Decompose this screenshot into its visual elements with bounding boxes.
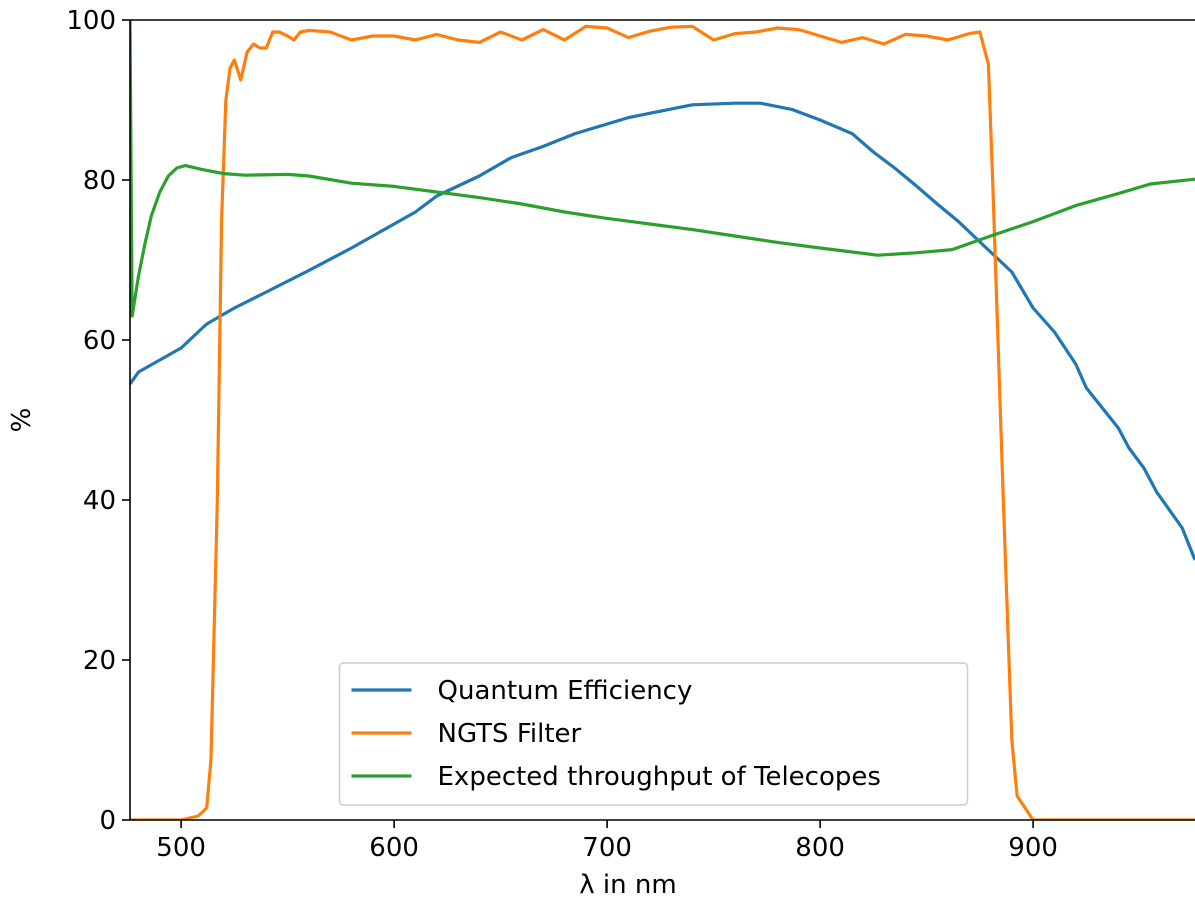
y-tick-label: 100 — [66, 6, 116, 36]
x-tick-label: 500 — [156, 833, 206, 863]
series-line — [130, 20, 1195, 318]
plot-area — [130, 20, 1195, 820]
x-tick-label: 600 — [369, 833, 419, 863]
legend-box — [338, 662, 969, 806]
y-tick-label: 20 — [83, 646, 116, 676]
legend-label: Expected throughput of Telecopes — [438, 762, 881, 792]
x-tick-label: 700 — [582, 833, 632, 863]
legend-label: Quantum Efficiency — [438, 676, 693, 706]
y-tick-label: 0 — [99, 806, 116, 836]
y-tick-label: 60 — [83, 326, 116, 356]
series-line — [130, 24, 1195, 820]
series-line — [130, 101, 1195, 561]
x-tick-label: 900 — [1008, 833, 1058, 863]
x-axis-label: λ in nm — [579, 870, 676, 900]
y-tick-label: 40 — [83, 486, 116, 516]
y-tick-label: 80 — [83, 166, 116, 196]
legend-label: NGTS Filter — [438, 719, 582, 749]
x-tick-label: 800 — [795, 833, 845, 863]
y-axis-label: % — [7, 408, 37, 433]
